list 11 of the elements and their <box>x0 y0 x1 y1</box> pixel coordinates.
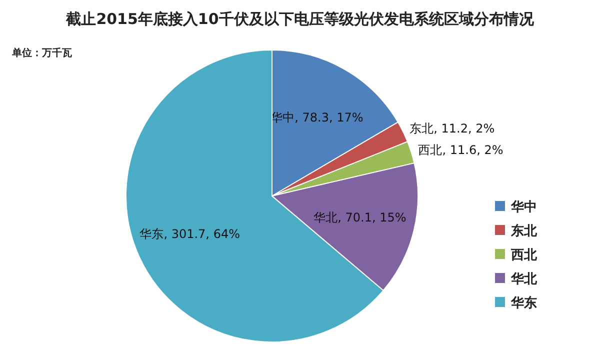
data-label: 东北, 11.2, 2% <box>410 121 495 136</box>
legend-label: 华东 <box>510 295 537 311</box>
legend-label: 西北 <box>510 248 538 263</box>
legend-label: 华北 <box>510 272 538 287</box>
data-label: 华东, 301.7, 64% <box>140 227 240 242</box>
legend-label: 东北 <box>510 223 538 239</box>
chart-title: 截止2015年底接入10千伏及以下电压等级光伏发电系统区域分布情况 <box>65 10 535 28</box>
legend-label: 华中 <box>510 200 537 215</box>
text: 单位：万千瓦 <box>11 47 72 59</box>
data-label: 西北, 11.6, 2% <box>418 143 504 158</box>
data-label: 华北, 70.1, 15% <box>314 210 406 224</box>
